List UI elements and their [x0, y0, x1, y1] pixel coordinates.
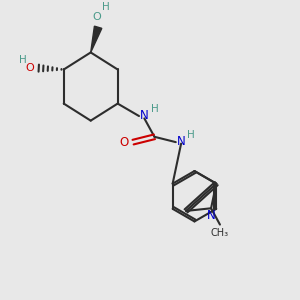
Text: O: O [26, 63, 34, 73]
Text: H: H [102, 2, 110, 12]
Text: O: O [120, 136, 129, 148]
Text: N: N [140, 109, 149, 122]
Text: H: H [187, 130, 195, 140]
Text: N: N [177, 135, 185, 148]
Polygon shape [91, 26, 102, 52]
Text: H: H [19, 55, 27, 65]
Text: H: H [151, 103, 158, 114]
Text: N: N [207, 209, 215, 223]
Text: O: O [92, 12, 101, 22]
Text: CH₃: CH₃ [211, 228, 229, 238]
